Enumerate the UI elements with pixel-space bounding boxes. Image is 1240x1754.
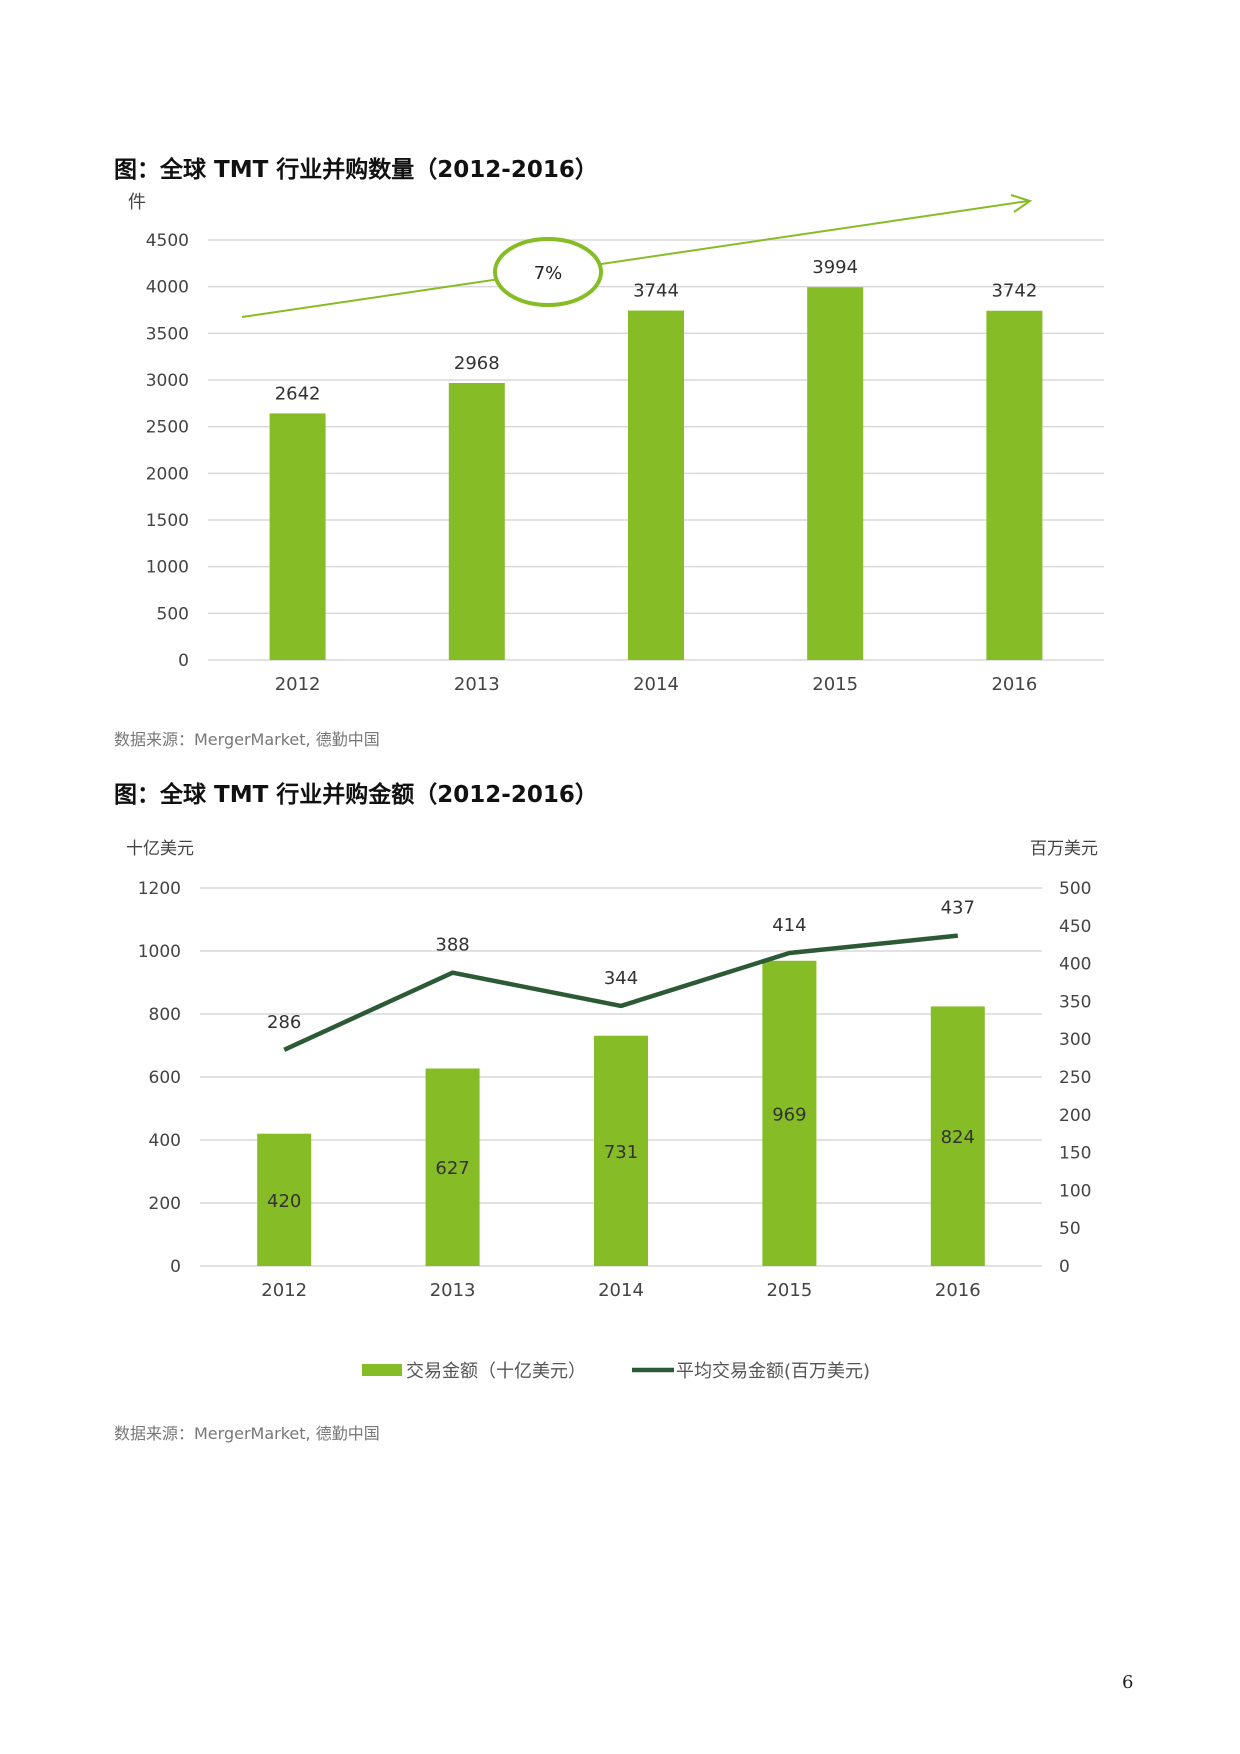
chart2-xtick-label: 2012 [261,1280,307,1301]
chart2-ytick-right-label: 400 [1059,955,1091,975]
chart2-line-label: 344 [604,968,638,989]
chart1-bar [986,310,1043,660]
chart2-ytick-left-label: 1200 [138,879,181,899]
chart2-ytick-left-label: 400 [149,1131,181,1151]
chart2-ytick-right-label: 50 [1059,1219,1081,1239]
chart1-growth-arrow-line [241,200,1029,318]
chart1-bar-label: 3742 [991,281,1037,302]
chart1-bar-label: 2968 [454,353,500,374]
chart1-xtick-label: 2012 [275,674,321,695]
chart1-bar [628,310,684,660]
chart1-xtick-label: 2015 [812,674,858,695]
chart2-source: 数据来源：MergerMarket, 德勤中国 [114,1424,380,1443]
chart2-avg-line [283,933,959,1052]
chart2-ytick-left-label: 800 [149,1005,181,1025]
chart2-bar [762,960,817,1266]
chart2-line-label: 388 [435,935,469,956]
chart2-xtick-label: 2016 [935,1280,981,1301]
chart1-bar [269,413,326,660]
chart1-ytick-label: 3000 [146,371,189,391]
chart1-ytick-label: 4500 [146,231,189,251]
chart1-xtick-label: 2016 [991,674,1037,695]
chart2-bar-label: 969 [772,1104,806,1125]
chart1-bar-label: 3744 [633,281,679,302]
chart2-plot: 十亿美元 百万美元 0 200 400 600 800 1000 1200 0 50 100 150 20… [126,839,1098,1382]
chart2-title: 图：全球 TMT 行业并购金额（2012-2016） [114,782,598,808]
chart2-ytick-right-label: 200 [1059,1106,1091,1126]
chart1-ytick-label: 0 [178,651,189,671]
chart2-line-label: 286 [267,1012,301,1033]
chart2-ytick-right-label: 150 [1059,1144,1091,1164]
chart2-ylabel-right: 百万美元 [1030,839,1098,859]
chart2-xtick-label: 2014 [598,1280,644,1301]
chart2-ytick-left-label: 1000 [138,942,181,962]
chart1-xtick-label: 2014 [633,674,679,695]
chart1-growth-arrowhead [1010,194,1033,213]
chart1-ytick-label: 2000 [146,464,189,484]
chart2-ytick-right-label: 250 [1059,1068,1091,1088]
chart2-ytick-left-label: 600 [149,1068,181,1088]
chart1-xtick-label: 2013 [454,674,500,695]
chart1-bar [807,287,864,660]
chart1-growth-ellipse [493,237,603,307]
chart1-source: 数据来源：MergerMarket, 德勤中国 [114,730,380,749]
chart1-ytick-label: 2500 [146,418,189,438]
chart2-ytick-right-label: 300 [1059,1030,1091,1050]
chart2-ytick-right-label: 350 [1059,992,1091,1012]
chart2-ytick-right-label: 500 [1059,879,1091,899]
chart2-xtick-label: 2015 [766,1280,812,1301]
chart2-line-label: 437 [941,898,975,919]
chart2-ytick-right-label: 450 [1059,917,1091,937]
chart2-line-label: 414 [772,915,806,936]
chart1-title: 图：全球 TMT 行业并购数量（2012-2016） [114,157,598,183]
chart1-growth-label: 7% [534,263,563,284]
chart2-bar-label: 731 [604,1142,638,1163]
chart2-legend-bar-swatch [362,1364,402,1376]
chart2-bar [594,1035,648,1266]
chart2-bar [257,1133,312,1266]
chart2-bar-label: 627 [435,1158,469,1179]
chart2-ytick-right-label: 100 [1059,1181,1091,1201]
chart1-bar-label: 3994 [812,257,858,278]
chart2-bar-label: 420 [267,1191,301,1212]
chart2-ytick-left-label: 0 [170,1257,181,1277]
chart2-bar-label: 824 [941,1127,975,1148]
chart1-bar-label: 2642 [275,383,321,404]
chart1-ylabel: 件 [128,192,146,213]
chart1-ytick-label: 1000 [146,558,189,578]
chart1-plot: 件 0 500 1000 1500 2000 2500 3000 3500 4000 4500 264… [128,192,1104,695]
chart1-ytick-label: 1500 [146,511,189,531]
chart2-legend-line-label: 平均交易金额(百万美元) [676,1361,870,1382]
chart2-bar [930,1006,985,1266]
chart1-bar [448,382,505,660]
chart2-ylabel-left: 十亿美元 [126,839,194,859]
chart2-ytick-left-label: 200 [149,1194,181,1214]
chart2-bar [425,1068,480,1266]
chart1-ytick-label: 3500 [146,324,189,344]
chart2-ytick-right-label: 0 [1059,1257,1070,1277]
chart1-ytick-label: 4000 [146,278,189,298]
page-number: 6 [1122,1672,1134,1693]
chart2-legend-bar-label: 交易金额（十亿美元） [406,1361,586,1382]
chart1-ytick-label: 500 [157,604,189,624]
chart2-xtick-label: 2013 [430,1280,476,1301]
